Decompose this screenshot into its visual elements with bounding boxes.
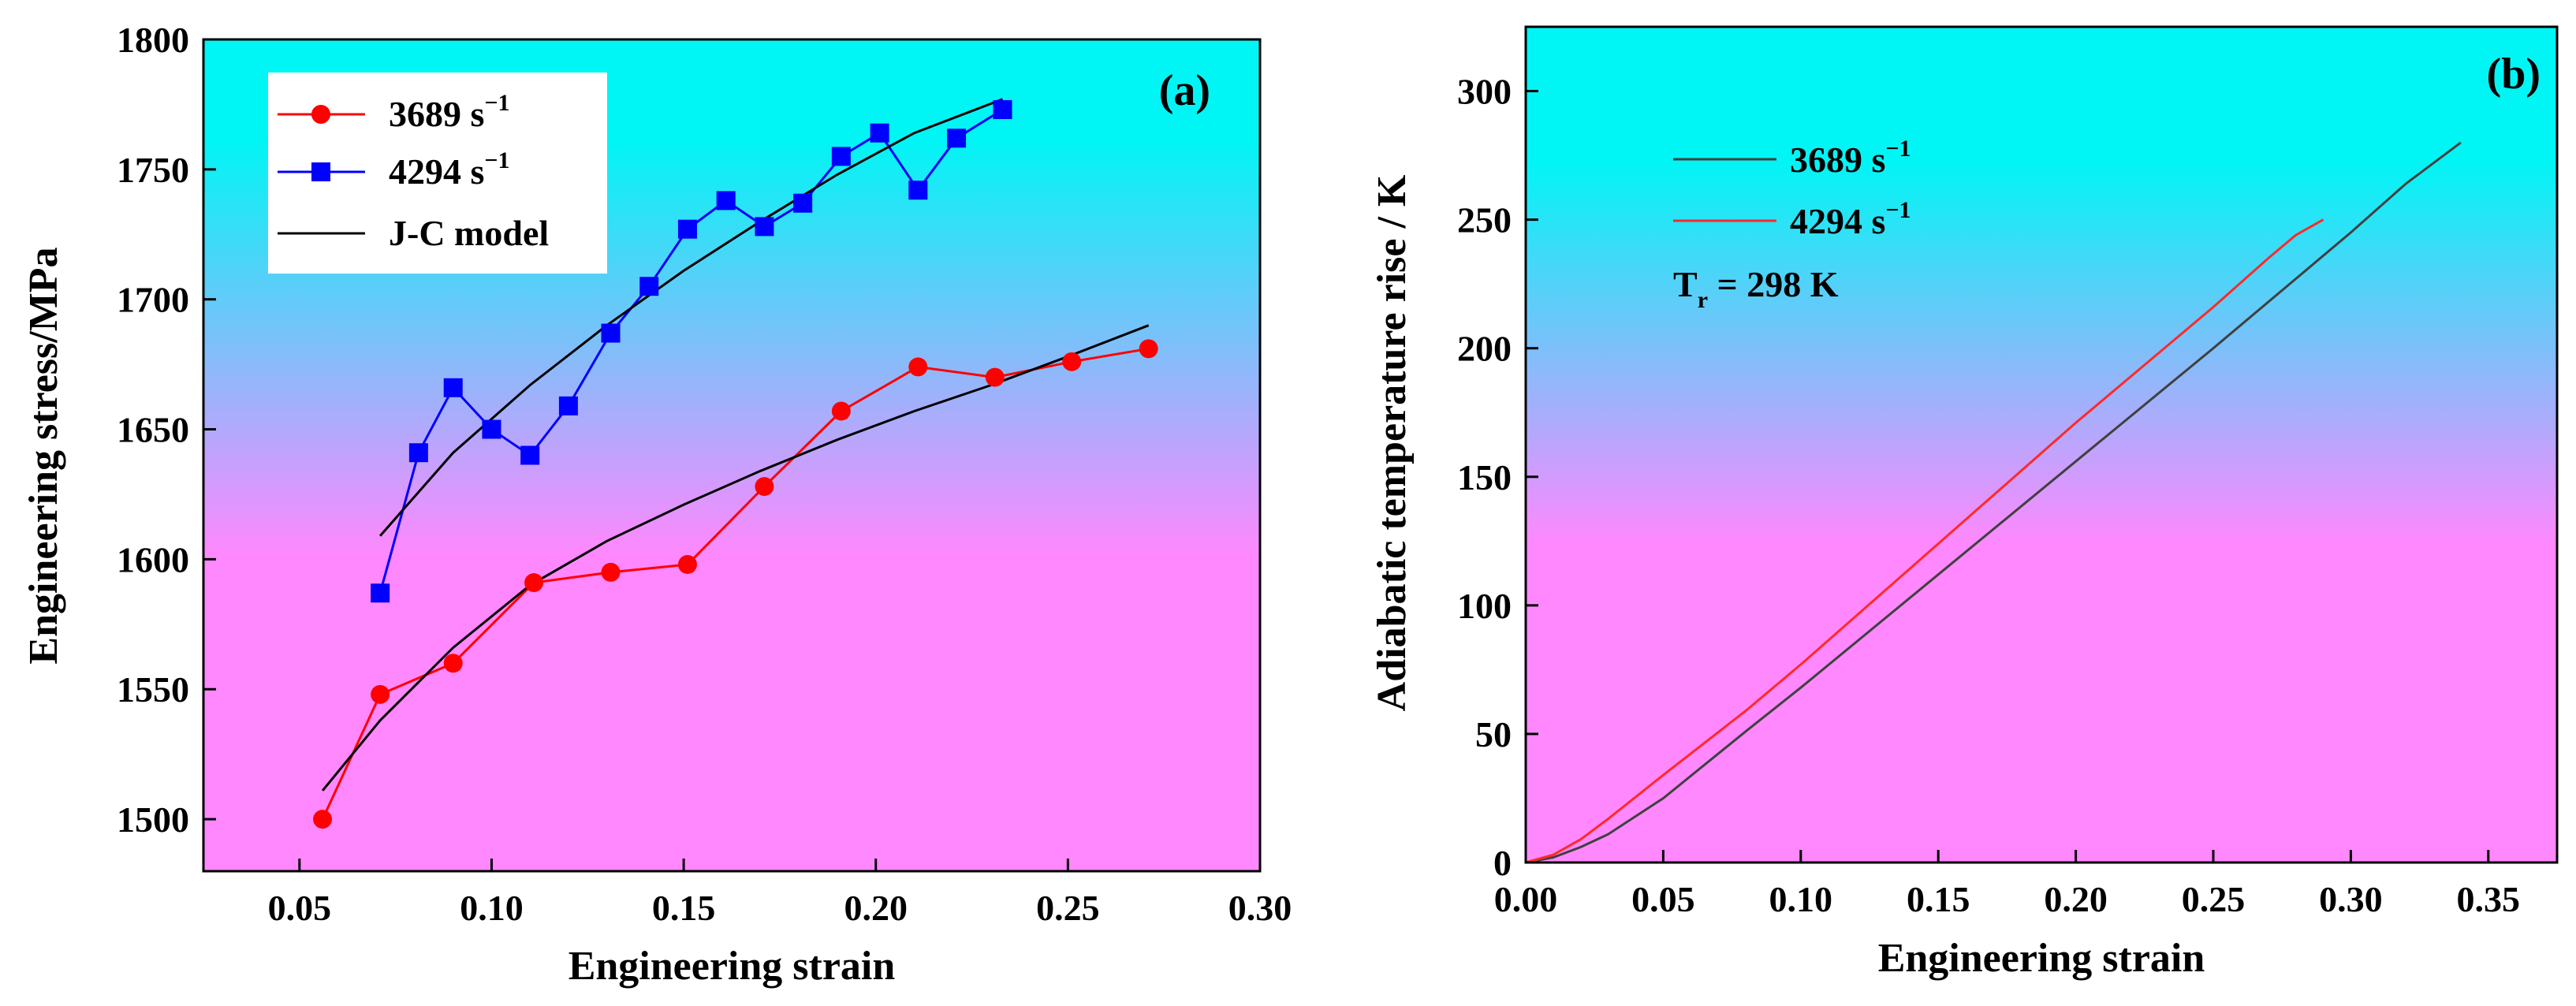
series-4294s-point [677, 219, 697, 239]
series-3689s-point [443, 654, 463, 673]
panel-b-y-axis-label: Adiabatic temperature rise / K [1370, 174, 1415, 711]
panel-b-x-tick-label: 0.10 [1769, 879, 1833, 919]
legend-3689-marker [311, 105, 330, 124]
series-b-4294s-line [1525, 218, 2324, 864]
panel-a-y-tick-label: 1650 [117, 410, 189, 450]
panel-a-y-axis-label: Engineering stress/MPa [21, 247, 66, 664]
panel-b-y-tick-label: 200 [1457, 329, 1512, 369]
series-3689s-point [601, 562, 621, 582]
panel-b-x-tick-label: 0.25 [2182, 879, 2246, 919]
panel-b-x-tick-label: 0.30 [2319, 879, 2383, 919]
panel-a-ticks: 0.05 0.10 0.15 0.20 0.25 0.30 1500 1550 1600 1650… [117, 20, 1292, 928]
series-4294s-point [482, 419, 501, 439]
panel-b-ticks: 0.00 0.05 0.10 0.15 0.20 0.25 0.30 0.35 0 50 100 15… [1457, 72, 2520, 919]
legend-4294-marker [311, 162, 330, 181]
panel-b-x-tick-label: 0.35 [2457, 879, 2521, 919]
series-3689s-point [908, 357, 928, 377]
panel-a-series-markers [313, 100, 1158, 829]
panel-b-y-tick-label: 250 [1457, 200, 1512, 240]
series-4294s-point [908, 181, 928, 200]
series-4294s-point [993, 100, 1012, 120]
panel-a-y-tick-label: 1500 [117, 799, 189, 840]
panel-a-y-tick-label: 1800 [117, 20, 189, 60]
panel-b-y-tick-label: 100 [1457, 586, 1512, 626]
panel-b-y-tick-label: 300 [1457, 72, 1512, 112]
panel-b-plot-background [1526, 27, 2557, 863]
legend-3689-label: 3689 s−1 [389, 90, 510, 134]
panel-a-y-tick-label: 1600 [117, 539, 189, 579]
series-4294s-point [716, 191, 736, 211]
panel-a-x-tick-label: 0.05 [268, 888, 332, 928]
panel-a-x-tick-label: 0.15 [652, 888, 716, 928]
series-3689s-point [1139, 339, 1158, 359]
series-4294s-point [947, 129, 967, 148]
series-3689s-point [1062, 352, 1082, 371]
panel-a-x-tick-label: 0.30 [1228, 888, 1292, 928]
legend-b-4294-label: 4294 s−1 [1790, 197, 1911, 241]
panel-a-x-tick-label: 0.10 [460, 888, 524, 928]
jc-model-curve [378, 98, 1004, 537]
series-4294s-point [639, 277, 659, 296]
panel-b-series-lines [1525, 141, 2462, 864]
panel-a-x-axis-label: Engineering strain [569, 944, 896, 989]
panel-b-x-axis-label: Engineering strain [1878, 936, 2205, 981]
series-3689s-point [313, 810, 333, 829]
legend-jc-label: J-C model [389, 213, 549, 253]
panel-b-y-tick-label: 0 [1493, 843, 1512, 883]
legend-b-3689-label: 3689 s−1 [1790, 136, 1911, 180]
series-4294s-point [870, 123, 889, 143]
series-3689s-line [321, 347, 1149, 820]
panel-b-y-tick-label: 50 [1475, 714, 1512, 754]
series-4294s-point [601, 323, 621, 343]
panel-a-chart: 0.05 0.10 0.15 0.20 0.25 0.30 1500 1550 1600 1650… [21, 20, 1292, 989]
panel-b-legend: 3689 s−1 4294 s−1 Tr = 298 K [1673, 136, 1911, 313]
panel-b-x-tick-label: 0.15 [1907, 879, 1970, 919]
series-4294s-point [755, 217, 774, 237]
panel-a-y-tick-label: 1700 [117, 280, 189, 320]
panel-b-y-tick-label: 150 [1457, 457, 1512, 497]
panel-a-y-tick-label: 1550 [117, 669, 189, 710]
panel-b-chart: 0.00 0.05 0.10 0.15 0.20 0.25 0.30 0.35 0 50 100 15… [1370, 25, 2559, 981]
panel-b-label: (b) [2487, 50, 2541, 99]
panel-b-x-tick-label: 0.20 [2044, 879, 2108, 919]
series-4294s-point [831, 147, 851, 166]
series-3689s-point [755, 477, 774, 497]
series-3689s-point [831, 401, 851, 421]
series-4294s-point [371, 583, 390, 603]
panel-b-x-tick-label: 0.05 [1631, 879, 1695, 919]
series-4294s-point [558, 396, 578, 415]
series-4294s-point [408, 443, 428, 463]
panel-b-frame [1524, 25, 2559, 864]
series-4294s-point [793, 193, 813, 213]
series-4294s-point [520, 445, 540, 465]
panel-a-y-tick-label: 1750 [117, 150, 189, 190]
series-3689s-point [985, 367, 1005, 387]
panel-a-legend: 3689 s−1 4294 s−1 J-C model [268, 73, 607, 274]
panel-a-frame [202, 38, 1262, 873]
legend-4294-label: 4294 s−1 [389, 147, 510, 192]
series-3689s-point [677, 554, 697, 574]
panel-a-x-tick-label: 0.20 [844, 888, 908, 928]
panel-b-x-tick-label: 0.00 [1494, 879, 1558, 919]
series-3689s-point [524, 573, 544, 593]
panel-a-label: (a) [1159, 66, 1210, 115]
panel-a-x-tick-label: 0.25 [1036, 888, 1100, 928]
jc-model-curve [321, 324, 1150, 792]
series-b-3689s-line [1525, 141, 2462, 864]
series-3689s-point [371, 684, 390, 704]
series-4294s-point [443, 378, 463, 397]
panel-b-annotation-tr: Tr = 298 K [1673, 264, 1839, 313]
